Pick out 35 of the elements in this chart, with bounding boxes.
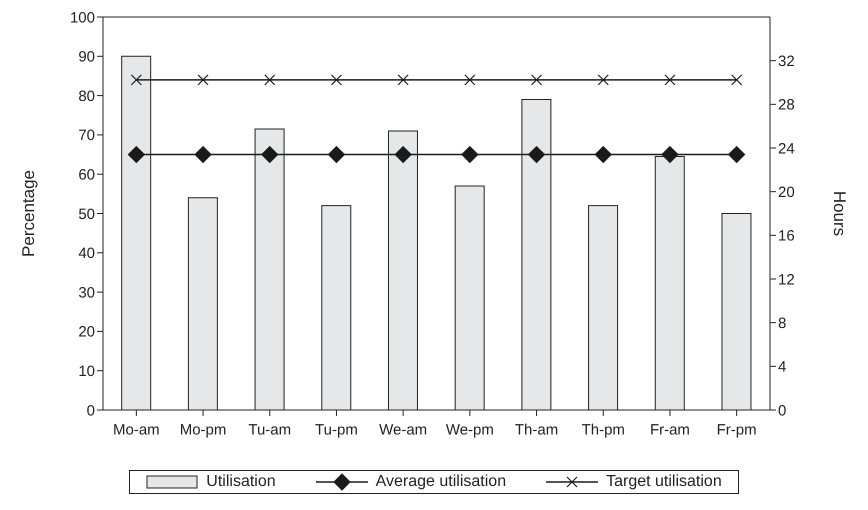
y2-axis-title: Hours [830,190,849,236]
legend-label: Utilisation [206,473,276,491]
legend-label: Average utilisation [376,473,506,491]
x-tick-label: Fr-am [650,422,690,439]
x-tick-label: Tu-pm [315,422,358,439]
y2-tick-label: 16 [778,228,795,245]
y2-tick-label: 12 [778,271,795,288]
y-tick-label: 70 [78,127,95,144]
y2-tick-label: 28 [778,96,795,114]
x-tick-label: Mo-am [113,422,160,439]
y-tick-label: 80 [78,88,95,105]
x-tick-label: Th-am [514,422,558,439]
x-tick-label: Fr-pm [716,422,757,439]
y-tick-label: 90 [78,48,95,66]
y-tick-label: 10 [78,363,95,380]
y-tick-label: 20 [78,324,95,341]
y2-tick-label: 20 [778,184,795,201]
x-tick-label: Mo-pm [180,422,226,439]
y-tick-label: 40 [78,245,95,262]
x-tick-label: We-pm [446,422,494,439]
legend-label: Target utilisation [606,473,722,491]
y2-tick-label: 4 [778,358,786,376]
x-tick-label: We-am [379,422,428,439]
y-tick-label: 60 [78,166,95,184]
y-tick-label: 0 [86,402,95,420]
y-axis-title: Percentage [19,170,38,257]
y-tick-label: 30 [78,284,95,302]
x-tick-label: Tu-am [248,422,292,439]
x-tick-label: Th-pm [582,422,625,439]
y-tick-label: 100 [70,9,95,26]
y2-tick-label: 0 [778,402,786,420]
y-tick-label: 50 [78,206,95,223]
y2-tick-label: 32 [778,52,795,70]
y2-tick-label: 8 [778,314,786,332]
y2-tick-label: 24 [778,140,795,158]
